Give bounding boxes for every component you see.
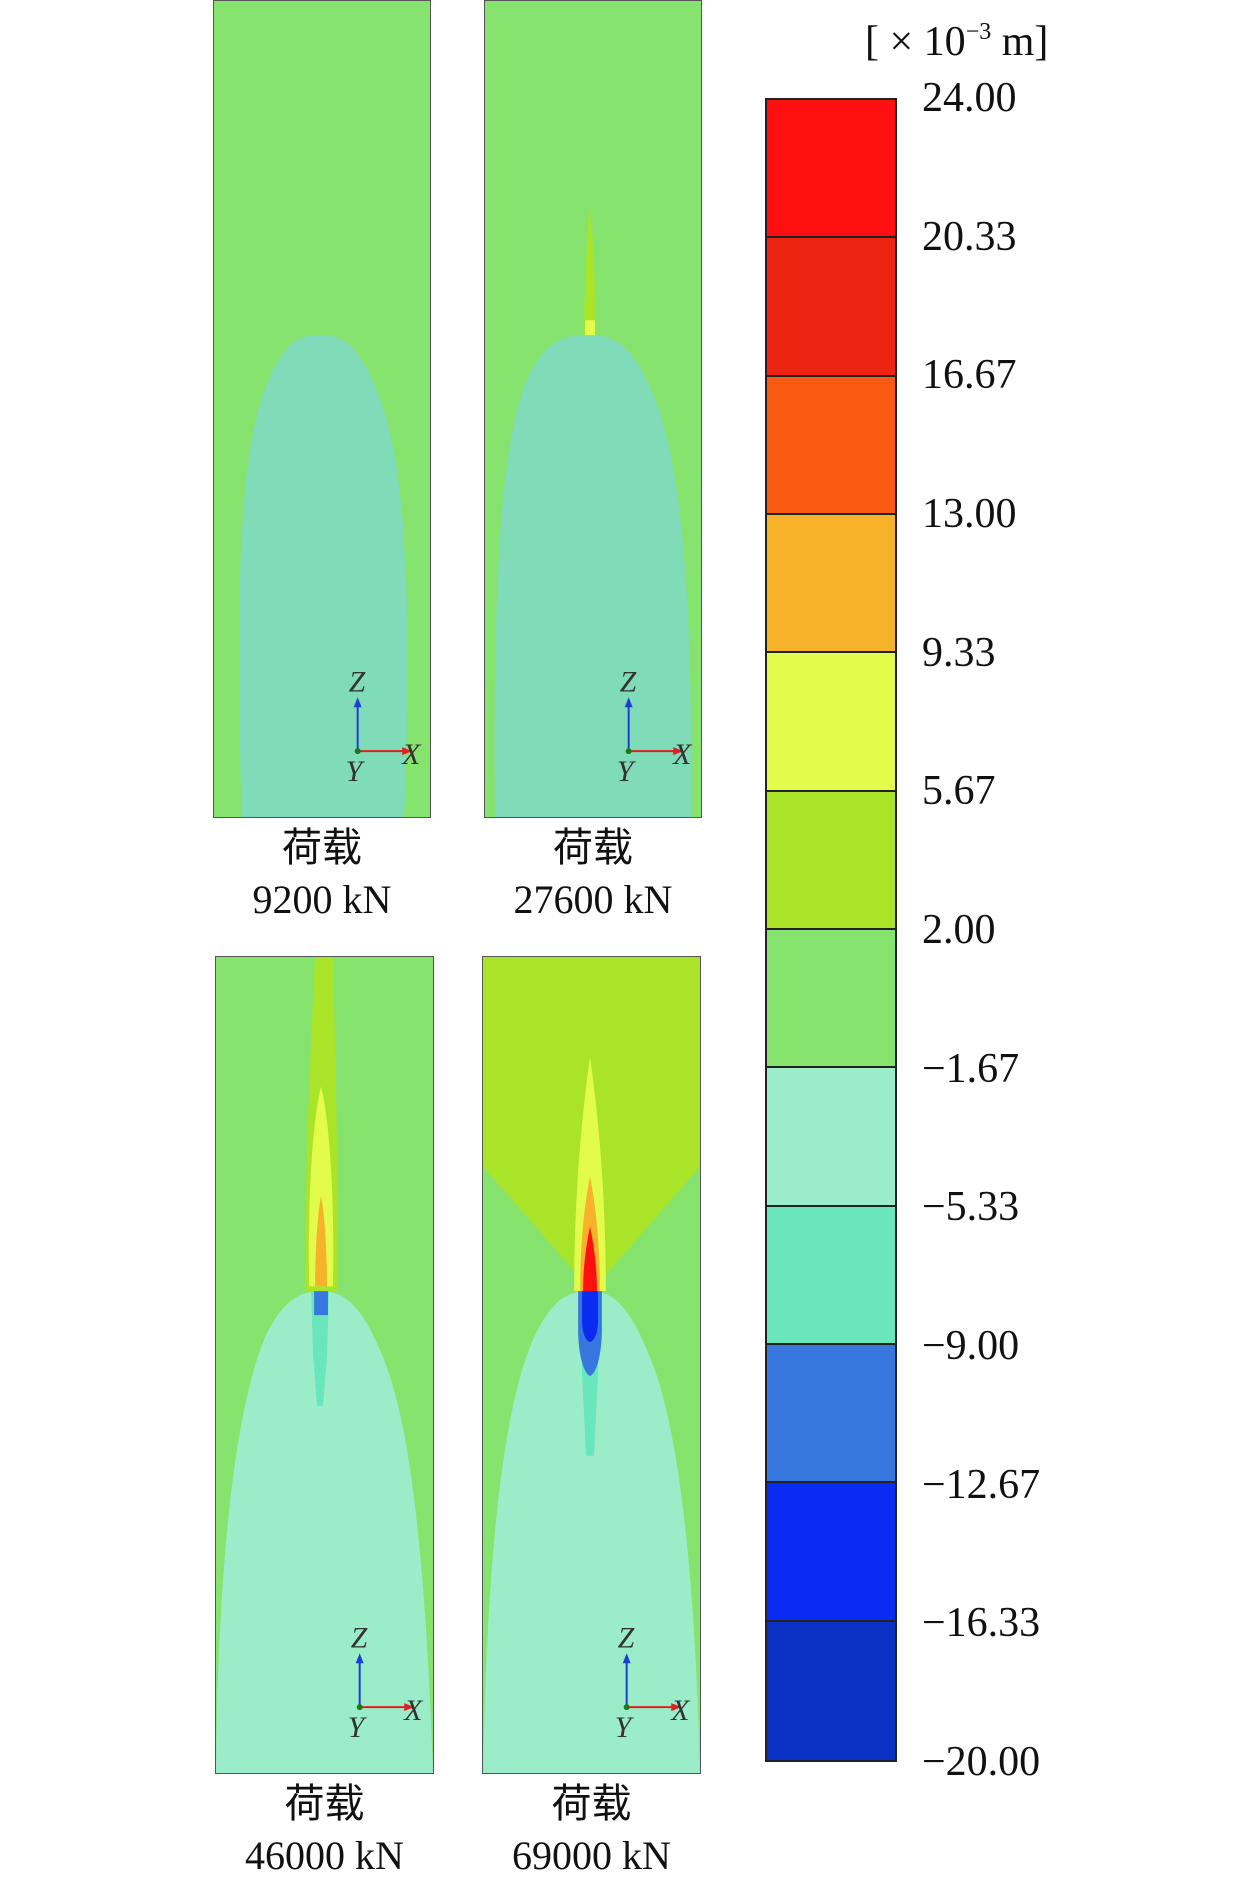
- colorbar-tick-label: 20.33: [922, 213, 1017, 260]
- colorbar-tick-label: −9.00: [922, 1323, 1020, 1369]
- colorbar-segment: [767, 514, 895, 654]
- colorbar-tick-label: −12.67: [922, 1461, 1041, 1508]
- axis-label-x: X: [670, 1694, 691, 1727]
- axis-triad: Z X Y: [348, 1621, 424, 1744]
- colorbar-segment: [767, 653, 895, 792]
- colorbar-segment: [767, 929, 895, 1069]
- axis-label-y: Y: [346, 755, 366, 788]
- unit-exponent: −3: [965, 19, 992, 45]
- colorbar-tick-label: −16.33: [922, 1600, 1041, 1647]
- colorbar-segment: [767, 791, 895, 930]
- colorbar-tick-label: 9.33: [922, 629, 996, 676]
- contour-panel-46000: Z X Y: [215, 956, 434, 1774]
- colorbar-segment: [767, 1206, 895, 1345]
- contour-panel-9200: Z X Y: [213, 0, 431, 818]
- colorbar-tick-label: −1.67: [922, 1045, 1020, 1092]
- axis-label-z: Z: [351, 1621, 368, 1654]
- colorbar-tick-label: 16.67: [922, 352, 1017, 399]
- colorbar-segment: [767, 1344, 895, 1484]
- axis-label-y: Y: [617, 755, 637, 788]
- colorbar-tick-label: 5.67: [922, 768, 996, 815]
- colorbar-segment: [767, 1621, 895, 1760]
- colorbar-segment: [767, 100, 895, 239]
- axis-triad: Z X Y: [346, 665, 422, 788]
- caption-load-value: 27600 kN: [513, 877, 673, 922]
- colorbar-tick-label: 13.00: [922, 491, 1017, 537]
- unit-prefix: [ × 10: [865, 19, 966, 65]
- colorbar-segment: [767, 238, 895, 377]
- colorbar-tick-label: 2.00: [922, 907, 996, 953]
- axis-label-x: X: [401, 738, 422, 771]
- panel-caption-69000: 荷载 69000 kN: [482, 1778, 701, 1882]
- colorbar-tick-label: −5.33: [922, 1184, 1020, 1231]
- axis-label-z: Z: [618, 1621, 635, 1654]
- axis-label-z: Z: [349, 665, 366, 698]
- caption-load-label: 荷载: [551, 1781, 632, 1826]
- panel-caption-9200: 荷载 9200 kN: [213, 822, 431, 926]
- colorbar-segment: [767, 376, 895, 515]
- caption-load-value: 9200 kN: [252, 877, 392, 922]
- panel-caption-46000: 荷载 46000 kN: [215, 1778, 434, 1882]
- contour-panel-69000: Z X Y: [482, 956, 701, 1774]
- axis-triad: Z X Y: [615, 1621, 691, 1744]
- colorbar-tick-label: −20.00: [922, 1739, 1041, 1785]
- contour-panel-27600: Z X Y: [484, 0, 702, 818]
- axis-label-x: X: [403, 1694, 424, 1727]
- unit-suffix: m]: [991, 19, 1049, 65]
- colorbar-segment: [767, 1483, 895, 1622]
- caption-load-label: 荷载: [282, 825, 362, 870]
- caption-load-value: 69000 kN: [512, 1833, 671, 1878]
- caption-load-label: 荷载: [284, 1781, 365, 1826]
- axis-label-z: Z: [620, 665, 637, 698]
- caption-load-value: 46000 kN: [245, 1833, 404, 1878]
- colorbar-segment: [767, 1068, 895, 1207]
- axis-label-y: Y: [615, 1711, 635, 1744]
- colorbar-unit-label: [ × 10−3 m]: [865, 18, 1048, 66]
- colorbar: [765, 98, 897, 1762]
- panel-caption-27600: 荷载 27600 kN: [484, 822, 702, 926]
- axis-label-y: Y: [348, 1711, 368, 1744]
- colorbar-tick-label: 24.00: [922, 75, 1017, 121]
- caption-load-label: 荷载: [553, 825, 633, 870]
- axis-triad: Z X Y: [617, 665, 693, 788]
- axis-label-x: X: [672, 738, 693, 771]
